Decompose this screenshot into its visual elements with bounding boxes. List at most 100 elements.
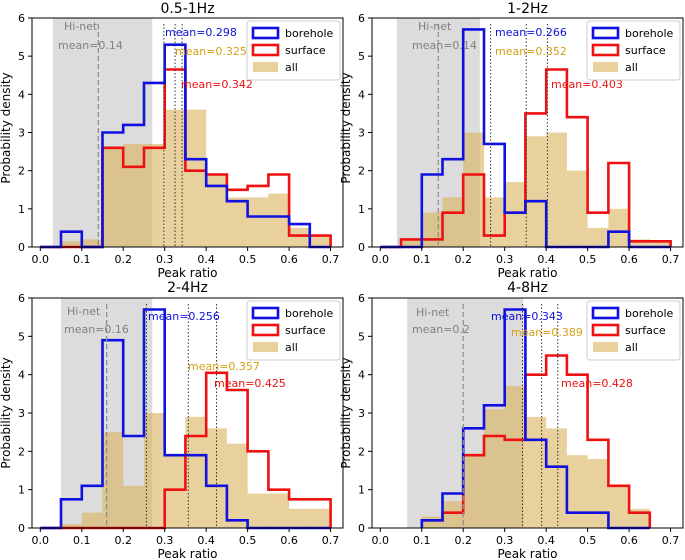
surface-legend-label: surface xyxy=(285,44,326,57)
all-bar xyxy=(268,193,290,247)
x-tick-label: 0.1 xyxy=(73,253,91,266)
x-tick-label: 0.1 xyxy=(413,253,431,266)
surface-legend-label: surface xyxy=(285,324,326,337)
y-tick-label: 4 xyxy=(358,88,365,101)
y-tick-label: 4 xyxy=(18,88,25,101)
all-legend-swatch xyxy=(593,62,618,72)
all-legend-swatch xyxy=(253,342,278,352)
all-bar xyxy=(309,235,331,247)
all-legend-label: all xyxy=(625,341,638,354)
surface-legend-label: surface xyxy=(625,324,666,337)
all-bar xyxy=(185,416,207,528)
borehole-legend-label: borehole xyxy=(625,307,674,320)
x-axis-label: Peak ratio xyxy=(158,266,218,280)
hinet-mean-label: mean=0.14 xyxy=(412,39,477,52)
all-bar xyxy=(587,459,609,528)
y-tick-label: 5 xyxy=(18,50,25,63)
all-bar xyxy=(587,227,609,247)
x-tick-label: 0.7 xyxy=(322,534,340,547)
x-tick-label: 0.4 xyxy=(537,534,555,547)
borehole-step-line xyxy=(380,28,671,249)
x-tick-label: 0.4 xyxy=(537,253,555,266)
surface-step-line xyxy=(420,354,652,528)
panel-0.5-1hz: 0.0 0.1 0.2 0.3 0.4 0.5 0.6 0.7 0 1 2 3 4 5 6 0.5-1Hz Pe… xyxy=(0,1,344,280)
hinet-label: Hi-net xyxy=(416,306,450,319)
all-bar xyxy=(442,501,464,528)
all-bar xyxy=(102,432,124,528)
all-bar xyxy=(226,197,248,247)
y-tick-label: 1 xyxy=(18,484,25,497)
y-tick-label: 3 xyxy=(358,127,365,140)
y-tick-label: 6 xyxy=(18,292,25,305)
hinet-label: Hi-net xyxy=(67,305,101,318)
all-bar xyxy=(629,239,650,247)
all-bar xyxy=(401,239,422,247)
y-tick-label: 6 xyxy=(358,292,365,305)
chart-title: 1-2Hz xyxy=(507,1,548,17)
surface-mean-label: mean=0.342 xyxy=(181,78,253,91)
all-bar xyxy=(102,147,124,247)
y-tick-label: 3 xyxy=(18,407,25,420)
panel-1-2hz: 0.0 0.1 0.2 0.3 0.4 0.5 0.6 0.7 0 1 2 3 4 5 6 1-2Hz Peak… xyxy=(339,1,684,280)
y-tick-label: 2 xyxy=(18,165,25,178)
x-axis-label: Peak ratio xyxy=(158,547,218,560)
borehole-mean-label: mean=0.343 xyxy=(491,310,563,323)
y-tick-label: 5 xyxy=(18,330,25,343)
all-bar xyxy=(463,132,484,247)
y-tick-label: 4 xyxy=(358,369,365,382)
y-tick-label: 5 xyxy=(358,50,365,63)
y-tick-label: 0 xyxy=(358,522,365,535)
panel-2-4hz: 0.0 0.1 0.2 0.3 0.4 0.5 0.6 0.7 0 1 2 3 4 5 6 2-4Hz Peak… xyxy=(0,280,344,560)
x-tick-label: 0.6 xyxy=(620,534,638,547)
all-bar xyxy=(608,485,630,528)
x-tick-label: 0.2 xyxy=(114,253,132,266)
legend: borehole surface all xyxy=(586,20,681,81)
all-bar xyxy=(525,416,547,528)
x-tick-label: 0.5 xyxy=(239,253,257,266)
borehole-legend-swatch xyxy=(251,26,280,40)
all-bar xyxy=(123,485,144,528)
all-bar xyxy=(289,227,310,247)
x-tick-label: 0.6 xyxy=(620,253,638,266)
x-tick-label: 0.0 xyxy=(32,534,50,547)
borehole-legend-label: borehole xyxy=(625,27,674,40)
x-tick-label: 0.5 xyxy=(579,534,597,547)
all-bar xyxy=(247,493,269,528)
all-bar xyxy=(546,132,567,247)
all-bar xyxy=(289,508,310,528)
x-tick-label: 0.5 xyxy=(239,534,257,547)
x-axis-label: Peak ratio xyxy=(498,547,558,560)
surface-step-line xyxy=(40,68,332,249)
surface-mean-label: mean=0.403 xyxy=(551,78,623,91)
hinet-mean-label: mean=0.16 xyxy=(64,323,129,336)
x-axis-label: Peak ratio xyxy=(498,266,558,280)
y-tick-label: 6 xyxy=(358,12,365,25)
x-tick-label: 0.3 xyxy=(156,253,174,266)
surface-step-line xyxy=(380,68,672,249)
all-bar xyxy=(185,109,207,247)
surface-legend-swatch xyxy=(591,323,620,337)
surface-legend-swatch xyxy=(251,43,280,57)
y-tick-label: 5 xyxy=(358,330,365,343)
all-mean-label: mean=0.352 xyxy=(495,45,567,58)
all-bar xyxy=(309,508,331,528)
x-tick-label: 0.5 xyxy=(579,253,597,266)
x-tick-label: 0.1 xyxy=(413,534,431,547)
y-tick-label: 4 xyxy=(18,369,25,382)
y-tick-label: 0 xyxy=(358,241,365,254)
all-bar xyxy=(143,413,165,528)
y-axis-label: Probability density xyxy=(0,357,13,468)
all-legend-label: all xyxy=(285,61,298,74)
y-axis-label: Probability density xyxy=(0,72,13,183)
panel-4-8hz: 0.0 0.1 0.2 0.3 0.4 0.5 0.6 0.7 0 1 2 3 4 5 6 4-8Hz Peak… xyxy=(339,280,684,560)
all-bar xyxy=(143,143,165,247)
all-bar xyxy=(81,239,103,247)
all-bar xyxy=(442,197,464,247)
y-tick-label: 3 xyxy=(18,127,25,140)
y-tick-label: 1 xyxy=(18,203,25,216)
borehole-legend-swatch xyxy=(591,26,620,40)
all-bar xyxy=(525,136,547,247)
all-mean-label: mean=0.325 xyxy=(175,45,247,58)
x-tick-label: 0.7 xyxy=(322,253,340,266)
